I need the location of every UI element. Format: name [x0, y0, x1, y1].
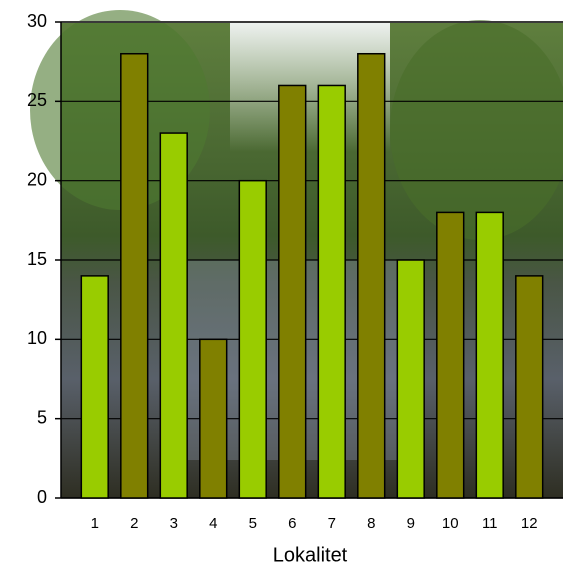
x-tick-label: 9 — [407, 515, 415, 532]
y-tick-label: 5 — [37, 407, 47, 427]
bar — [317, 84, 346, 499]
y-tick-label: 20 — [27, 169, 47, 189]
y-tick-label: 15 — [27, 249, 47, 269]
x-tick-label: 6 — [288, 515, 296, 532]
bar — [515, 275, 544, 499]
bar — [396, 259, 425, 499]
bar — [238, 179, 267, 499]
x-tick-label: 3 — [170, 515, 178, 532]
x-tick-label: 1 — [91, 515, 99, 532]
x-tick-label: 10 — [442, 515, 459, 532]
bar — [278, 84, 307, 499]
x-tick-label: 11 — [482, 515, 498, 532]
x-tick-label: 7 — [328, 515, 336, 532]
x-tick-label: 8 — [367, 515, 375, 532]
bar — [436, 211, 465, 499]
bar — [357, 52, 386, 499]
bar — [475, 211, 504, 499]
x-tick-label: 2 — [130, 515, 138, 532]
y-tick-label: 0 — [37, 487, 47, 507]
y-tick-label: 25 — [27, 90, 47, 110]
y-tick-label: 30 — [27, 11, 47, 31]
x-tick-label: 12 — [521, 515, 538, 532]
y-tick-label: 10 — [27, 328, 47, 348]
bar — [199, 338, 228, 499]
x-tick-label: 5 — [249, 515, 257, 532]
bar — [80, 275, 109, 499]
x-axis-title: Lokalitet — [273, 544, 348, 566]
bar — [159, 132, 188, 499]
bar — [120, 52, 149, 499]
x-tick-label: 4 — [209, 515, 217, 532]
